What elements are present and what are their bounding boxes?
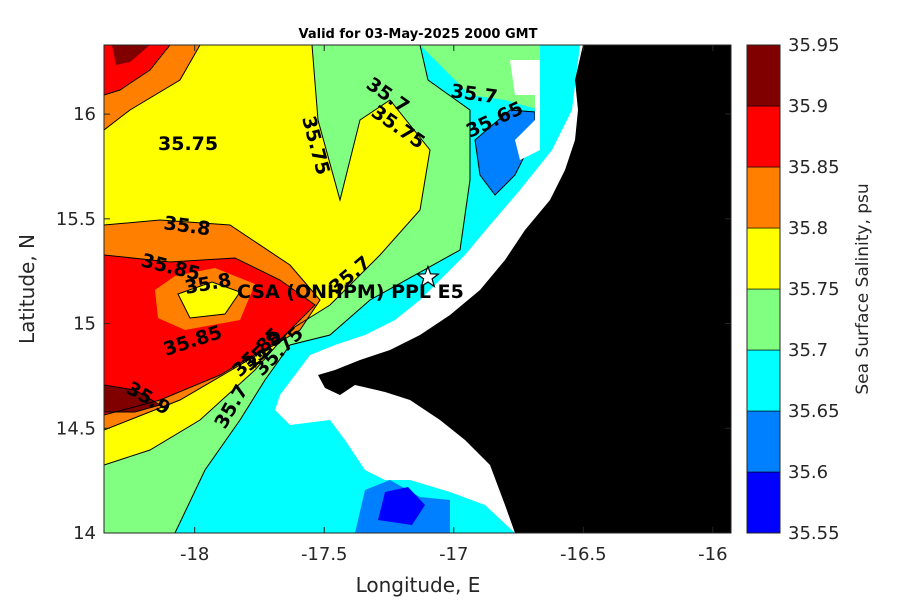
colorbar-tick-label: 35.65 [788, 401, 840, 422]
colorbar-swatch [746, 471, 781, 534]
map-plot-area [104, 45, 731, 533]
x-axis-label: Longitude, E [356, 573, 481, 597]
colorbar-label: Sea Surface Salinity, psu [853, 183, 873, 394]
salinity-band-35-9-north [112, 45, 150, 65]
x-tick-label: -16 [698, 544, 727, 565]
colorbar-tick-label: 35.7 [788, 340, 828, 361]
colorbar-swatch [746, 349, 781, 412]
colorbar-tick-label: 35.75 [788, 279, 840, 300]
salinity-band-35-55-south [378, 487, 425, 525]
station-marker: CSA (ONHPM) PPL E5 [237, 264, 464, 303]
salinity-band-35-6 [475, 110, 535, 195]
plot-frame [103, 44, 732, 534]
star-icon [415, 264, 440, 288]
colorbar-tick-label: 35.9 [788, 96, 828, 117]
y-tick-label: 15.5 [56, 209, 96, 230]
salinity-band-35-9 [104, 385, 160, 412]
colorbar-swatch [746, 288, 781, 351]
colorbar-tick-label: 35.6 [788, 462, 828, 483]
salinity-band-35-8-core [178, 282, 240, 318]
colorbar-swatch [746, 44, 781, 107]
colorbar-tick-label: 35.8 [788, 218, 828, 239]
salinity-band-35-7-north [420, 45, 540, 110]
colorbar-tick-label: 35.55 [788, 523, 840, 544]
contour-label: 35.75 [158, 133, 218, 155]
x-axis: -18 -17.5 -17 -16.5 -16 [180, 45, 728, 565]
colorbar-frame [746, 44, 781, 534]
chart-title: Valid for 03-May-2025 2000 GMT [299, 27, 538, 42]
y-axis-label: Latitude, N [15, 234, 39, 344]
x-tick-label: -17.5 [301, 544, 348, 565]
colorbar-tick-label: 35.85 [788, 157, 840, 178]
y-tick-label: 14.5 [56, 418, 96, 439]
nodata-mask-north [510, 60, 540, 160]
contour-lines [104, 45, 536, 533]
colorbar-swatch [746, 105, 781, 168]
x-tick-label: -18 [180, 544, 209, 565]
y-tick-label: 16 [73, 104, 96, 125]
y-axis: 14 14.5 15 15.5 16 [56, 104, 731, 544]
land-mass [318, 45, 731, 533]
x-tick-label: -17 [439, 544, 468, 565]
colorbar-swatch [746, 227, 781, 290]
station-label: CSA (ONHPM) PPL E5 [237, 281, 464, 303]
y-tick-label: 15 [73, 314, 96, 335]
colorbar-swatch [746, 166, 781, 229]
colorbar-swatch [746, 410, 781, 473]
colorbar-tick-label: 35.95 [788, 35, 840, 56]
colorbar: 35.55 35.6 35.65 35.7 35.75 35.8 35.85 35.9 35.9… [746, 35, 840, 544]
y-tick-label: 14 [73, 523, 96, 544]
x-tick-label: -16.5 [560, 544, 607, 565]
